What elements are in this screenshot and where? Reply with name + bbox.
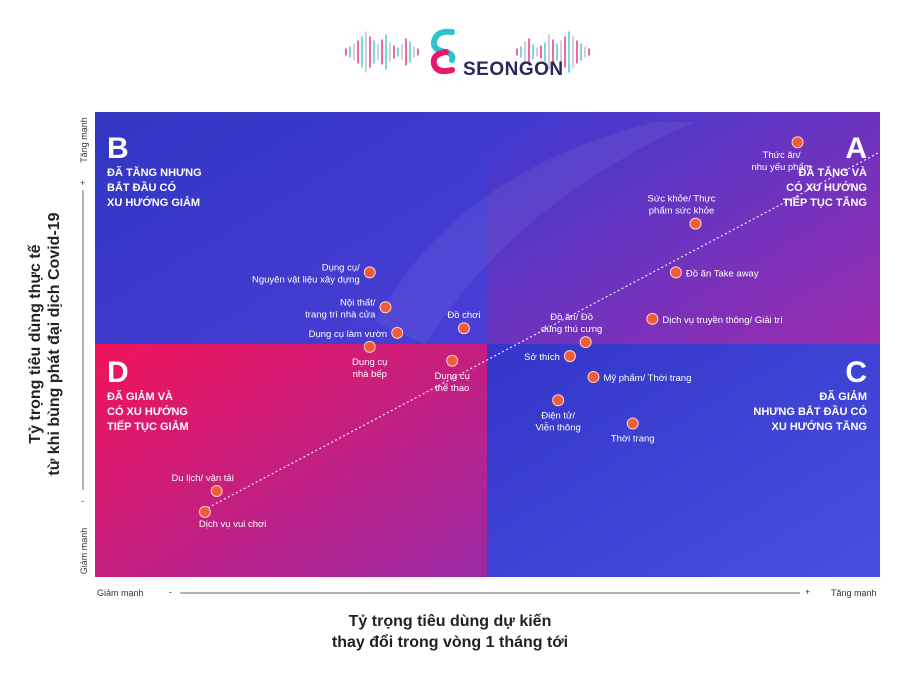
data-point-label: Mỹ phẩm/ Thời trang [603, 373, 691, 384]
data-point-label: Điện tử/ [541, 410, 575, 421]
quadrant-B-description: BẮT ĐẦU CÓ [107, 181, 176, 194]
data-point-label: Nội thất/ [340, 297, 376, 308]
data-point [363, 266, 376, 279]
quadrant-C-description: NHƯNG BẮT ĐẦU CÓ [753, 405, 867, 418]
data-point-label: Đồ chơi [447, 310, 480, 321]
quadrant-C-description: XU HƯỚNG TĂNG [771, 420, 867, 433]
data-point-label: phẩm sức khỏe [649, 206, 715, 217]
data-point-label: Thời trang [611, 434, 655, 445]
data-point [198, 505, 211, 518]
seongon-logo: SEONGON [0, 22, 900, 82]
quadrant-A-description: CÓ XU HƯỚNG [786, 181, 867, 194]
soundwave-icon [345, 28, 590, 75]
quadrant-A-description: TIẾP TỤC TĂNG [783, 196, 867, 209]
data-point [689, 217, 702, 230]
quadrant-chart: AĐÃ TĂNG VÀ CÓ XU HƯỚNG TIẾP TỤC TĂNG BĐÃ T… [95, 112, 880, 577]
data-point-label: Dụng cụ làm vườn [309, 329, 388, 340]
data-point [563, 350, 576, 363]
data-point [391, 326, 404, 339]
quadrant-C [487, 344, 880, 577]
data-point [791, 136, 804, 149]
x-axis-minus: - [169, 587, 172, 597]
data-point-label: Thức ăn/ [763, 150, 801, 161]
x-axis-high-label: Tăng mạnh [831, 588, 877, 598]
x-axis-title-line-1: Tỷ trọng tiêu dùng dự kiến [348, 613, 552, 630]
quadrant-B-description: XU HƯỚNG GIẢM [107, 196, 200, 209]
data-point-label: Dụng cụ [434, 371, 469, 382]
quadrant-A-letter: A [845, 132, 867, 165]
quadrant-A-description: ĐÃ TĂNG VÀ [799, 166, 868, 179]
y-axis-title: Tỷ trọng tiêu dùng thực tế từ khi bùng p… [10, 112, 80, 577]
y-axis-plus: + [80, 178, 86, 188]
brand-name: SEONGON [463, 59, 564, 80]
x-axis-line [180, 592, 800, 594]
data-point-label: Đồ ăn/ Đồ [550, 312, 593, 323]
data-point [587, 371, 600, 384]
data-point-label: Sở thích [524, 352, 560, 363]
y-axis-title-line-2: từ khi bùng phát đại dịch Covid-19 [46, 212, 63, 476]
data-point-label: Dụng cụ/ [322, 262, 360, 273]
data-point [457, 322, 470, 335]
data-point [379, 301, 392, 314]
x-axis-plus: + [805, 587, 811, 597]
y-axis-line [82, 190, 84, 490]
x-axis-low-label: Giảm mạnh [97, 588, 144, 598]
data-point-label: Đồ ăn Take away [686, 268, 759, 279]
quadrant-C-description: ĐÃ GIẢM [819, 390, 867, 403]
data-point-label: Dịch vụ truyền thông/ Giải trí [662, 315, 783, 326]
quadrant-C-letter: C [845, 356, 867, 389]
quadrant-D-description: TIẾP TỤC GIẢM [107, 420, 189, 433]
data-point-label: Sức khỏe/ Thực [648, 194, 716, 205]
data-point [646, 312, 659, 325]
data-point-label: thể thao [435, 383, 469, 394]
quadrant-B-description: ĐÃ TĂNG NHƯNG [107, 166, 202, 179]
data-point [446, 354, 459, 367]
data-point [626, 417, 639, 430]
data-point [363, 340, 376, 353]
data-point [579, 336, 592, 349]
logo-mark-icon [430, 28, 456, 75]
data-point [669, 266, 682, 279]
data-point-label: Dịch vụ vui chơi [199, 519, 266, 530]
watermark-swoosh [375, 122, 695, 344]
quadrant-D-description: CÓ XU HƯỚNG [107, 405, 188, 418]
x-axis-title-line-2: thay đổi trong vòng 1 tháng tới [331, 634, 569, 651]
data-point-label: Nguyên vật liệu xây dựng [252, 274, 360, 285]
data-point-label: Dụng cụ [352, 357, 387, 368]
y-axis-title-line-1: Tỷ trọng tiêu dùng thực tế [27, 244, 44, 444]
data-point-label: trang trí nhà cửa [305, 309, 376, 320]
quadrant-B-letter: B [107, 132, 129, 165]
quadrant-D-letter: D [107, 356, 129, 389]
data-point-label: Du lịch/ vận tải [172, 473, 234, 484]
data-point-label: nhà bếp [353, 369, 387, 380]
y-axis-minus: - [81, 496, 84, 506]
quadrant-D-description: ĐÃ GIẢM VÀ [107, 390, 173, 403]
y-axis-high-label: Tăng mạnh [79, 117, 89, 163]
data-point-label: nhu yếu phẩm [751, 162, 811, 173]
data-point [552, 394, 565, 407]
quadrant-B [95, 112, 487, 344]
quadrant-D [95, 344, 487, 577]
data-point-label: dùng thú cưng [541, 324, 602, 335]
data-point [210, 484, 223, 497]
quadrant-A [487, 112, 880, 344]
data-point-label: Viễn thông [536, 422, 581, 433]
